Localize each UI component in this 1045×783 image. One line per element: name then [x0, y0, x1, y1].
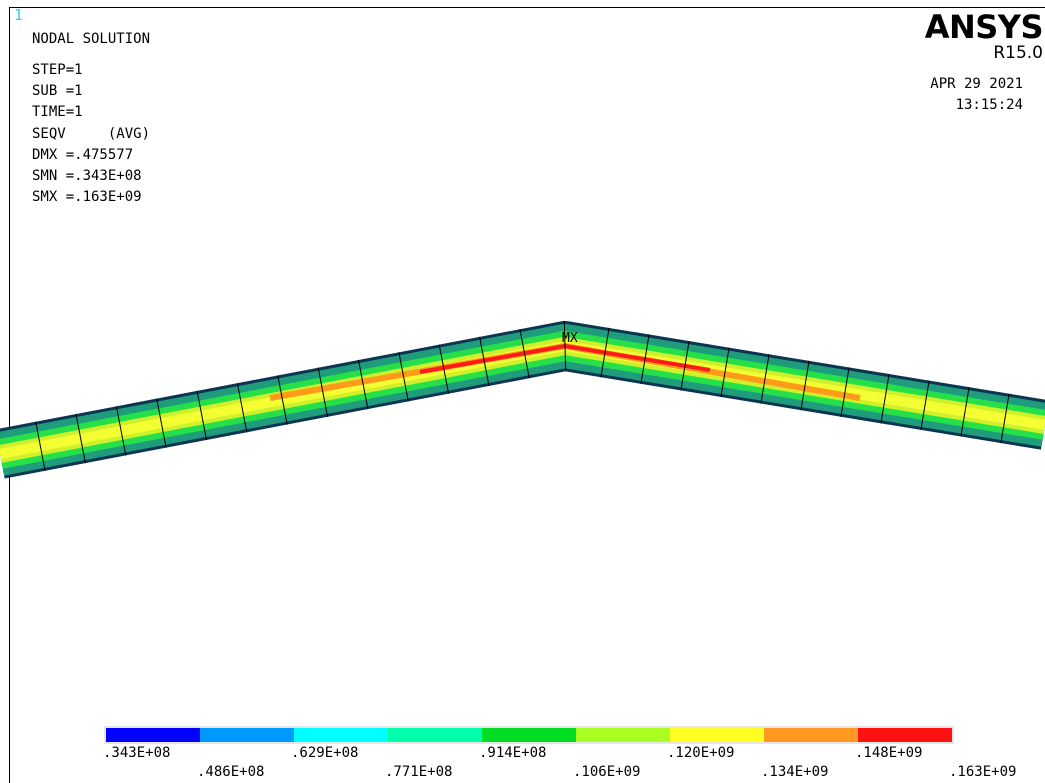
- legend-label-bottom: .106E+09: [573, 764, 641, 780]
- element-line: [640, 334, 650, 384]
- element-line: [680, 341, 690, 391]
- element-line: [563, 320, 567, 372]
- legend-swatch: [294, 728, 388, 742]
- element-line: [519, 329, 530, 379]
- element-line: [1000, 393, 1010, 444]
- legend-label-top: .343E+08: [103, 745, 171, 761]
- plot-title: NODAL SOLUTION: [32, 31, 151, 47]
- info-smn: SMN =.343E+08: [32, 168, 142, 184]
- element-line: [760, 354, 770, 404]
- info-substep: SUB =1: [32, 83, 83, 99]
- element-line: [75, 413, 86, 464]
- legend-label-top: .148E+09: [855, 745, 923, 761]
- info-dmx: DMX =.475577: [32, 147, 134, 163]
- legend-swatch: [670, 728, 764, 742]
- legend-label-top: .914E+08: [479, 745, 547, 761]
- window-frame-top: [9, 7, 1045, 8]
- element-line: [35, 421, 46, 471]
- contour-legend-bar: [104, 726, 954, 744]
- legend-label-top: .629E+08: [291, 745, 359, 761]
- legend-label-bottom: .163E+09: [949, 764, 1017, 780]
- legend-swatch: [764, 728, 858, 742]
- element-line: [317, 367, 329, 417]
- release-version: R15.0: [993, 43, 1043, 63]
- legend-swatch: [482, 728, 576, 742]
- max-marker: MX: [562, 331, 578, 346]
- element-line: [358, 359, 369, 410]
- element-line: [800, 360, 810, 411]
- element-line: [720, 347, 730, 398]
- window-frame-left: [9, 7, 10, 783]
- element-mesh-lines: [35, 320, 1010, 471]
- element-line: [880, 373, 890, 424]
- element-line: [196, 390, 207, 441]
- info-smx: SMX =.163E+09: [32, 189, 142, 205]
- element-line: [115, 406, 127, 456]
- legend-label-bottom: .134E+09: [761, 764, 829, 780]
- element-line: [920, 380, 930, 430]
- legend-swatch: [388, 728, 482, 742]
- info-time: TIME=1: [32, 104, 83, 120]
- info-step: STEP=1: [32, 62, 83, 78]
- element-line: [840, 367, 850, 417]
- window-number: 1: [14, 6, 24, 24]
- element-line: [398, 352, 409, 402]
- element-line: [479, 336, 490, 387]
- run-time: 13:15:24: [955, 97, 1023, 113]
- element-line: [438, 344, 450, 394]
- legend-swatch: [200, 728, 294, 742]
- element-line: [156, 398, 167, 448]
- legend-swatch: [576, 728, 670, 742]
- legend-label-bottom: .771E+08: [385, 764, 453, 780]
- element-line: [600, 327, 610, 378]
- element-line: [960, 387, 970, 437]
- run-date: APR 29 2021: [930, 76, 1023, 92]
- legend-swatch: [858, 728, 952, 742]
- legend-label-top: .120E+09: [667, 745, 735, 761]
- info-result-item: SEQV (AVG): [32, 126, 151, 142]
- element-line: [236, 383, 248, 433]
- legend-label-bottom: .486E+08: [197, 764, 265, 780]
- element-line: [277, 375, 288, 425]
- legend-swatch: [106, 728, 200, 742]
- brand-logo: ANSYS: [924, 8, 1044, 46]
